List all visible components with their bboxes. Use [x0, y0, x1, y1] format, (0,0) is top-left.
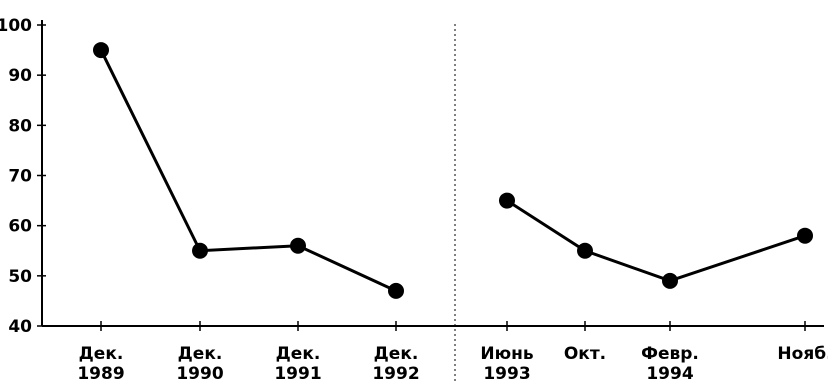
- x-tick-label: Февр.: [641, 344, 699, 364]
- x-tick-label: Дек.: [374, 344, 419, 364]
- x-tick-label: Июнь: [480, 344, 533, 364]
- x-tick-label-year: 1992: [372, 364, 419, 384]
- data-point: [388, 282, 404, 299]
- y-tick-label: 70: [8, 167, 32, 187]
- x-tick-label: Дек.: [178, 344, 223, 364]
- series-line-1: [99, 49, 397, 293]
- data-point: [93, 42, 109, 59]
- data-point: [290, 237, 306, 254]
- series-line-2: [506, 199, 806, 283]
- y-tick-label: 60: [8, 217, 32, 237]
- x-tick-label: Нояб.: [777, 344, 828, 364]
- y-tick-label: 80: [8, 116, 32, 136]
- data-point: [662, 272, 678, 289]
- x-tick-label-year: 1993: [483, 364, 530, 384]
- y-tick-label: 100: [0, 16, 32, 36]
- y-tick-label: 90: [8, 66, 32, 86]
- x-tick-label-year: 1994: [646, 364, 693, 384]
- data-point: [577, 242, 593, 259]
- data-point: [499, 192, 515, 209]
- data-point: [797, 227, 813, 244]
- x-tick-label: Окт.: [564, 344, 606, 364]
- x-tick-label-year: 1989: [77, 364, 124, 384]
- x-tick-label-year: 1990: [176, 364, 223, 384]
- x-tick-label: Дек.: [79, 344, 124, 364]
- y-tick-label: 40: [8, 317, 32, 337]
- x-tick-label: Дек.: [276, 344, 321, 364]
- x-tick-label-year: 1991: [274, 364, 321, 384]
- y-tick-label: 50: [8, 267, 32, 287]
- data-point: [192, 242, 208, 259]
